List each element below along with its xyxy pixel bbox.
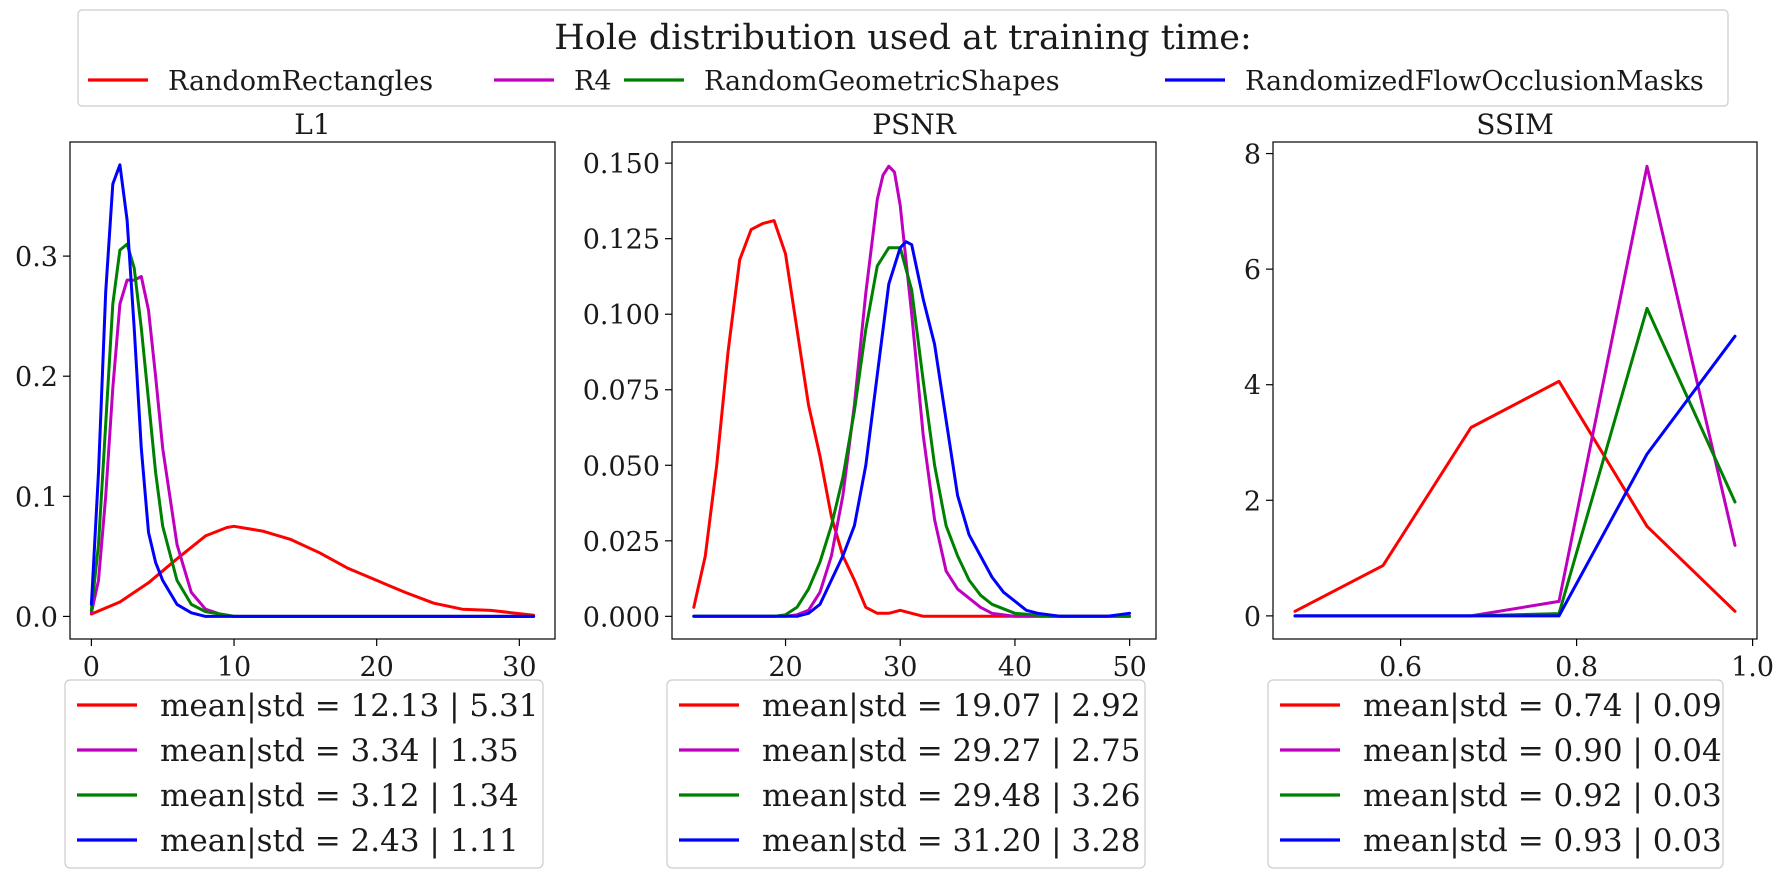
- stats-legend: mean|std = 12.13 | 5.31 mean|std = 3.34 |…: [64, 679, 544, 869]
- series-line-randomizedflowocclusionmasks: [89, 163, 536, 618]
- y-tick-label: 0.025: [583, 527, 660, 558]
- x-tick-label: 0.6: [1379, 652, 1422, 683]
- y-tick-label: 8: [1244, 140, 1261, 171]
- stats-legend-label: mean|std = 3.34 | 1.35: [160, 733, 519, 769]
- series-line-r4: [692, 164, 1132, 618]
- x-tick-label: 50: [1112, 652, 1146, 683]
- stats-legend: mean|std = 0.74 | 0.09 mean|std = 0.90 | …: [1267, 679, 1724, 869]
- x-tick-label: 0.8: [1555, 652, 1598, 683]
- x-tick-label: 40: [998, 652, 1032, 683]
- panel-psnr: PSNR 20 30 40 50 0.000 0.025 0.050 0.075 0.100 0.1…: [583, 108, 1157, 869]
- x-tick-label: 30: [883, 652, 917, 683]
- y-tick-label: 0.2: [15, 362, 58, 393]
- series-line-randomizedflowocclusionmasks: [692, 240, 1132, 618]
- x-tick-label: 20: [768, 652, 802, 683]
- y-tick-label: 0: [1244, 602, 1261, 633]
- stats-legend-label: mean|std = 0.92 | 0.03: [1363, 778, 1722, 814]
- x-tick-label: 20: [360, 652, 394, 683]
- legend-label-0: RandomRectangles: [168, 66, 433, 97]
- y-tick-label: 6: [1244, 255, 1261, 286]
- stats-legend-label: mean|std = 2.43 | 1.11: [160, 823, 519, 859]
- x-tick-label: 10: [217, 652, 251, 683]
- series-line-randomgeometricshapes: [692, 246, 1132, 618]
- stats-legend-label: mean|std = 3.12 | 1.34: [160, 778, 519, 814]
- legend-label-3: RandomizedFlowOcclusionMasks: [1245, 66, 1704, 97]
- y-tick-label: 0.0: [15, 602, 58, 633]
- stats-legend: mean|std = 19.07 | 2.92 mean|std = 29.27 …: [666, 679, 1146, 869]
- plot-area: [69, 141, 556, 640]
- top-legend-frame: [77, 9, 1729, 107]
- stats-legend-label: mean|std = 0.74 | 0.09: [1363, 688, 1722, 724]
- y-tick-label: 0.050: [583, 451, 660, 482]
- y-tick-label: 0.100: [583, 300, 660, 331]
- plot-area: [1272, 141, 1758, 640]
- y-tick-label: 0.000: [583, 602, 660, 633]
- legend-title: Hole distribution used at training time:: [554, 18, 1252, 58]
- series-line-randomgeometricshapes: [89, 242, 536, 618]
- legend-label-1: R4: [574, 66, 612, 97]
- top-legend: Hole distribution used at training time:…: [77, 9, 1729, 107]
- series-line-randomrectangles: [1293, 379, 1737, 613]
- panel-l1: L1 0 10 20 30 0.0 0.1 0.2 0.3 mean|std = 12.13 | …: [15, 108, 556, 869]
- series-line-randomrectangles: [89, 524, 536, 617]
- y-tick-label: 4: [1244, 371, 1261, 402]
- panel-title: SSIM: [1476, 108, 1554, 141]
- plot-area: [671, 141, 1157, 640]
- panel-title: L1: [294, 108, 330, 141]
- x-tick-label: 0: [83, 652, 100, 683]
- stats-legend-frame: [1267, 679, 1724, 869]
- stats-legend-frame: [64, 679, 544, 869]
- stats-legend-label: mean|std = 19.07 | 2.92: [762, 688, 1140, 724]
- y-tick-label: 0.075: [583, 376, 660, 407]
- legend-label-2: RandomGeometricShapes: [704, 66, 1060, 97]
- y-tick-label: 0.150: [583, 149, 660, 180]
- series-line-randomizedflowocclusionmasks: [1293, 334, 1737, 618]
- panel-ssim: SSIM 0.6 0.8 1.0 0 2 4 6 8 mean|std = 0.74 | 0.09…: [1244, 108, 1774, 869]
- y-tick-label: 2: [1244, 486, 1261, 517]
- stats-legend-label: mean|std = 29.27 | 2.75: [762, 733, 1140, 769]
- y-tick-label: 0.3: [15, 242, 58, 273]
- stats-legend-label: mean|std = 0.90 | 0.04: [1363, 733, 1722, 769]
- stats-legend-label: mean|std = 31.20 | 3.28: [762, 823, 1140, 859]
- y-tick-label: 0.125: [583, 225, 660, 256]
- x-tick-label: 30: [502, 652, 536, 683]
- series-line-randomgeometricshapes: [1293, 306, 1737, 618]
- y-tick-label: 0.1: [15, 482, 58, 513]
- series-line-randomrectangles: [692, 219, 1132, 618]
- x-tick-label: 1.0: [1731, 652, 1774, 683]
- stats-legend-label: mean|std = 29.48 | 3.26: [762, 778, 1140, 814]
- stats-legend-frame: [666, 679, 1146, 869]
- stats-legend-label: mean|std = 0.93 | 0.03: [1363, 823, 1722, 859]
- stats-legend-label: mean|std = 12.13 | 5.31: [160, 688, 538, 724]
- panel-title: PSNR: [872, 108, 957, 141]
